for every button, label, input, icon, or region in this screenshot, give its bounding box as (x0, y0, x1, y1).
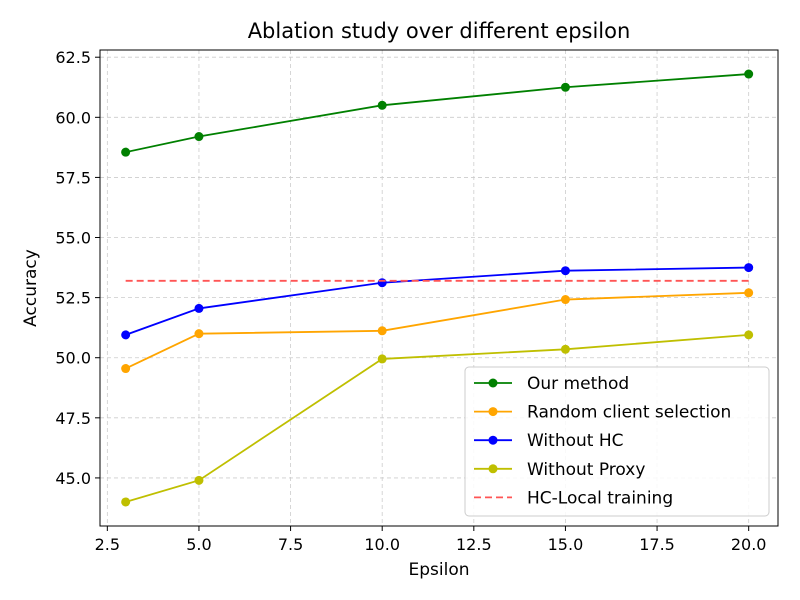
y-axis: 45.0 47.5 50.0 52.5 55.0 57.5 60.0 62.5 (55, 48, 100, 488)
data-point (194, 303, 204, 313)
data-point (560, 82, 570, 92)
legend-label: Without HC (527, 431, 624, 451)
series-layer (121, 69, 754, 507)
data-point (560, 266, 570, 276)
data-point (560, 344, 570, 354)
legend-label: Random client selection (527, 403, 731, 423)
y-tick-label: 60.0 (55, 108, 91, 127)
data-point (194, 475, 204, 485)
data-point (744, 69, 754, 79)
data-point (744, 288, 754, 298)
data-point (121, 364, 131, 374)
series-2 (121, 263, 754, 340)
x-axis: 2.5 5.0 7.5 10.0 12.5 15.0 17.5 20.0 (95, 526, 767, 554)
series-line (125, 73, 749, 154)
y-tick-label: 62.5 (55, 48, 91, 67)
x-axis-label: Epsilon (408, 560, 469, 580)
legend-label: Without Proxy (527, 460, 645, 480)
data-point (744, 263, 754, 273)
y-tick-label: 45.0 (55, 469, 91, 488)
grid (100, 50, 778, 526)
data-point (744, 330, 754, 340)
legend-label: Our method (527, 374, 629, 394)
legend-swatch-marker (488, 407, 498, 417)
y-tick-label: 55.0 (55, 229, 91, 248)
y-tick-label: 52.5 (55, 289, 91, 308)
data-point (194, 329, 204, 339)
series-3 (121, 330, 754, 507)
x-tick-label: 7.5 (278, 535, 303, 554)
x-tick-label: 17.5 (639, 535, 675, 554)
legend: Our method Random client selection Without… (464, 366, 770, 517)
data-point (377, 354, 387, 364)
data-point (194, 132, 204, 142)
plot-frame (99, 49, 779, 527)
y-axis-label: Accuracy (21, 249, 41, 327)
chart-title: Ablation study over different epsilon (248, 19, 631, 43)
legend-box (464, 366, 770, 517)
data-point (121, 497, 131, 507)
legend-swatch-marker (488, 464, 498, 474)
x-tick-label: 2.5 (95, 535, 120, 554)
data-point (121, 330, 131, 340)
x-tick-label: 12.5 (456, 535, 492, 554)
x-tick-label: 20.0 (731, 535, 767, 554)
series-0 (121, 69, 754, 157)
legend-swatch-marker (488, 378, 498, 388)
y-tick-label: 47.5 (55, 409, 91, 428)
y-tick-label: 57.5 (55, 168, 91, 187)
series-1 (121, 288, 754, 374)
data-point (377, 100, 387, 110)
data-point (560, 295, 570, 305)
series-line (125, 291, 749, 370)
x-tick-label: 10.0 (364, 535, 400, 554)
legend-swatch-marker (488, 435, 498, 445)
data-point (377, 278, 387, 288)
data-point (121, 147, 131, 157)
legend-label: HC-Local training (527, 488, 673, 508)
x-tick-label: 5.0 (186, 535, 211, 554)
series-line (125, 266, 749, 336)
x-tick-label: 15.0 (548, 535, 584, 554)
y-tick-label: 50.0 (55, 349, 91, 368)
data-point (377, 326, 387, 336)
